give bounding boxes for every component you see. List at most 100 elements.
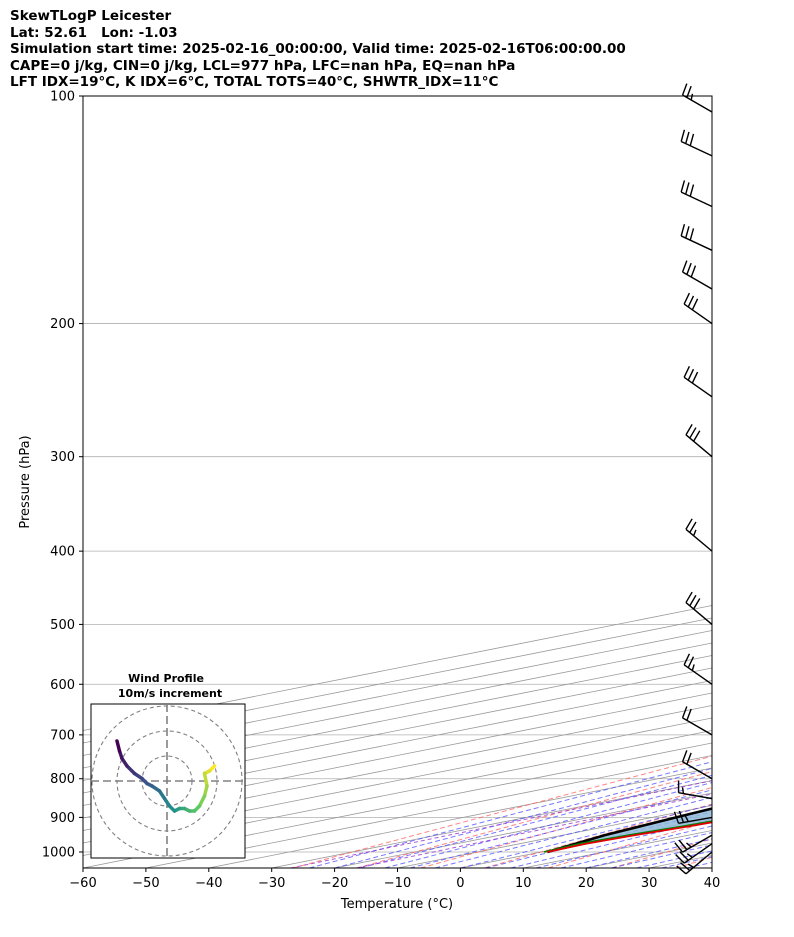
title-location: Lat: 52.61 Lon: -1.03	[10, 24, 178, 41]
wind-barb-flag	[686, 708, 692, 721]
wind-barb-flag	[689, 184, 695, 197]
isotherm-line	[397, 805, 712, 868]
x-tick-label: −30	[258, 876, 285, 891]
wind-barb-flag	[681, 787, 685, 794]
wind-barb	[685, 591, 713, 625]
moist-adiabat-line	[309, 761, 712, 868]
dry-adiabat-line	[293, 755, 712, 868]
mixing-ratio-line	[290, 780, 712, 868]
wind-barb-flag	[686, 85, 692, 98]
wind-barb-flag	[687, 863, 694, 869]
wind-barb-flag	[690, 265, 697, 278]
dry-adiabat-line	[675, 856, 712, 868]
wind-barb-flag	[687, 368, 695, 381]
wind-barb-flag	[693, 430, 701, 442]
wind-barb-flag	[686, 262, 692, 275]
moist-adiabat-line	[586, 838, 712, 868]
wind-barb-flag	[692, 529, 697, 536]
wind-barb-flag	[675, 853, 685, 864]
wind-barb-flag	[680, 129, 686, 142]
wind-barb	[685, 424, 713, 458]
wind-barb-staff	[678, 792, 713, 800]
dry-adiabat-line	[484, 803, 712, 868]
title-indices-cape: CAPE=0 j/kg, CIN=0 j/kg, LCL=977 hPa, LF…	[10, 57, 516, 74]
x-tick-label: −10	[384, 876, 411, 891]
wind-barb	[683, 292, 713, 325]
wind-barb-flag	[689, 594, 697, 607]
wind-barb-flag	[681, 83, 688, 96]
wind-barb-flag	[686, 853, 693, 858]
isotherm-line	[83, 692, 712, 819]
wind-barb-flag	[676, 865, 687, 875]
wind-barb-staff	[682, 94, 713, 113]
moist-adiabat-line	[485, 811, 712, 868]
wind-barb-flag	[691, 664, 695, 671]
moist-adiabat-line	[686, 861, 712, 868]
hodograph-trace-segment	[202, 771, 209, 788]
wind-barb	[673, 810, 713, 824]
moist-adiabat-line	[435, 796, 712, 868]
hodograph-trace-segment	[115, 739, 122, 753]
x-tick-label: −40	[195, 876, 222, 891]
dry-adiabat-line	[548, 820, 712, 868]
y-tick-label: 600	[50, 678, 75, 693]
isotherm-line	[711, 867, 712, 868]
y-tick-label: 500	[50, 618, 75, 633]
isotherm-line	[586, 842, 712, 868]
moist-adiabat-line	[334, 767, 712, 868]
x-tick-label: 40	[704, 876, 721, 891]
wind-barb-flag	[683, 653, 691, 666]
wind-barb-flag	[683, 292, 691, 305]
isotherm-line	[523, 830, 712, 868]
wind-barb-flag	[685, 131, 690, 144]
wind-barb-flag	[678, 810, 685, 823]
wind-barb-flag	[683, 366, 691, 378]
title-times: Simulation start time: 2025-02-16_00:00:…	[10, 41, 626, 57]
dry-adiabat-line	[356, 771, 712, 868]
isotherm-line	[83, 730, 712, 856]
moist-adiabat-line	[384, 782, 712, 868]
moist-adiabat-line	[510, 818, 712, 868]
wind-barb	[681, 260, 713, 290]
wind-barb	[681, 706, 713, 736]
hodograph-title: Wind Profile	[128, 672, 204, 685]
wind-barb-flag	[680, 862, 691, 872]
wind-barb-flag	[685, 182, 690, 195]
isotherm-line	[83, 705, 712, 831]
hodograph-subtitle: 10m/s increment	[118, 687, 222, 700]
moist-adiabat-line	[711, 867, 712, 868]
y-tick-label: 900	[50, 811, 75, 826]
x-tick-label: 30	[641, 876, 658, 891]
wind-barb-staff	[683, 664, 713, 685]
wind-barb-staff	[682, 271, 713, 290]
wind-barb-staff	[683, 843, 713, 864]
x-tick-label: −60	[69, 876, 96, 891]
wind-barb	[683, 653, 713, 685]
moist-adiabat-line	[611, 844, 712, 868]
wind-barb-flag	[685, 518, 693, 530]
wind-barb-flag	[678, 839, 688, 851]
wind-barb-staff	[680, 140, 713, 157]
y-tick-label: 100	[50, 90, 75, 105]
x-tick-label: −20	[321, 876, 348, 891]
hodograph-trace-segment	[125, 764, 137, 776]
wind-barb-flag	[685, 226, 690, 239]
wind-barb-staff	[685, 434, 713, 458]
y-tick-label: 700	[50, 728, 75, 743]
hodograph-inset: Wind Profile 10m/s increment	[90, 672, 246, 859]
x-tick-label: −50	[132, 876, 159, 891]
wind-barb	[675, 843, 713, 864]
wind-barb-flag	[673, 811, 680, 824]
wind-barb	[681, 83, 713, 113]
wind-barb-flag	[685, 424, 693, 436]
y-tick-label: 1000	[42, 845, 75, 860]
moist-adiabat-line	[737, 96, 794, 868]
wind-barb-staff	[682, 717, 713, 736]
wind-barb	[674, 834, 713, 853]
wind-barb-flag	[689, 133, 695, 146]
isotherm-line	[460, 817, 712, 868]
wind-barb-flag	[689, 521, 697, 533]
moist-adiabat-line	[460, 804, 712, 868]
title-indices-stability: LFT IDX=19°C, K IDX=6°C, TOTAL TOTS=40°C…	[10, 74, 499, 90]
